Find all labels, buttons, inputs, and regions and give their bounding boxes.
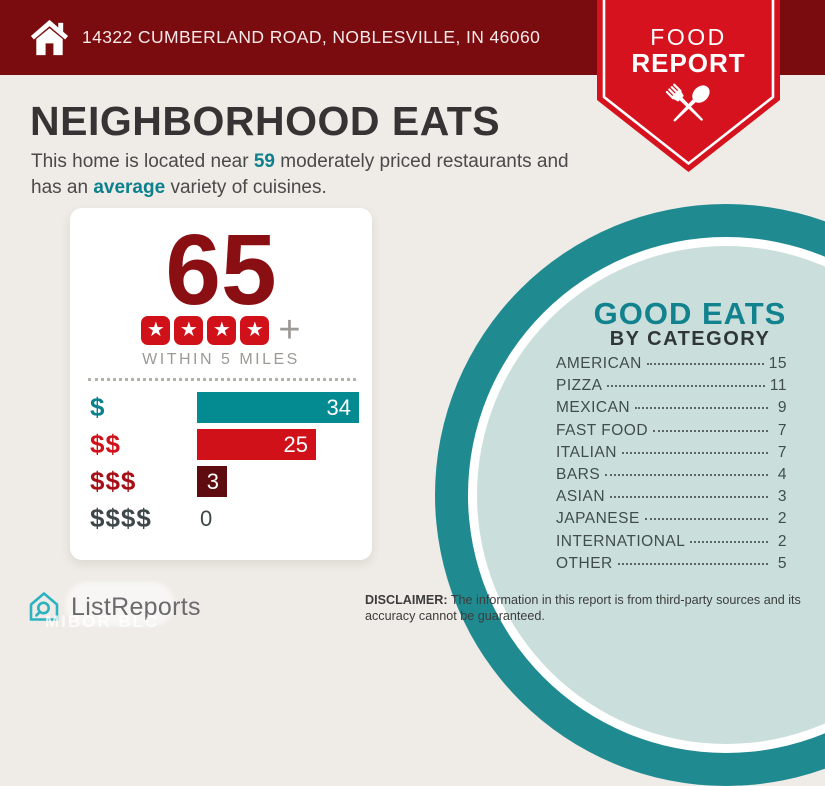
ribbon-title: FOOD REPORT	[597, 25, 780, 77]
restaurant-count-inline: 59	[253, 151, 275, 172]
property-address: 14322 CUMBERLAND ROAD, NOBLESVILLE, IN 4…	[82, 27, 541, 47]
price-bar: 34	[197, 392, 359, 423]
category-value: 15	[768, 355, 787, 372]
intro-text: This home is located near 59 moderately …	[31, 149, 569, 201]
category-row: INTERNATIONAL 2	[556, 533, 787, 555]
category-label: INTERNATIONAL	[556, 532, 686, 550]
intro-line1-pre: This home is located near	[31, 151, 254, 172]
category-row: MEXICAN 9	[556, 399, 787, 421]
listreports-logo: ListReports	[25, 582, 201, 626]
crossed-spoon-fork-icon	[665, 83, 710, 122]
dot-leader	[644, 518, 768, 521]
food-report-ribbon: FOOD REPORT	[597, 0, 780, 178]
category-label: OTHER	[556, 554, 613, 572]
category-value: 2	[777, 510, 787, 528]
price-bar-value: 0	[200, 505, 213, 531]
disclaimer-text: The information in this report is from t…	[365, 593, 801, 623]
category-label: ASIAN	[556, 488, 606, 506]
price-bar: 25	[197, 429, 316, 460]
category-value: 5	[777, 554, 787, 572]
good-eats-subtitle: BY CATEGORY	[609, 328, 771, 350]
price-level-label: $	[90, 392, 106, 422]
category-label: FAST FOOD	[556, 421, 649, 439]
category-row: ITALIAN 7	[556, 444, 787, 466]
price-bar-chart: $34 $$ 25 $$$ 3 $$$$ 0	[90, 392, 359, 540]
disclaimer-label: DISCLAIMER:	[365, 593, 448, 607]
price-row: $$ 25	[90, 429, 359, 460]
intro-line2-post: variety of cuisines.	[165, 177, 327, 198]
price-row: $$$ 3	[90, 466, 359, 497]
good-eats-title: GOOD EATS	[593, 296, 787, 331]
ribbon-line2: REPORT	[631, 48, 746, 78]
intro-line2-pre: has an	[31, 177, 94, 198]
dot-leader	[690, 540, 768, 543]
logo-text: ListReports	[71, 592, 201, 621]
category-row: ASIAN 3	[556, 488, 787, 510]
star-icon: ★	[174, 316, 204, 345]
dot-leader	[610, 496, 768, 499]
stars-row: ★ ★ ★ ★ +	[70, 309, 372, 351]
dot-leader	[635, 407, 768, 410]
page-title: NEIGHBORHOOD EATS	[30, 98, 501, 144]
ribbon-line1: FOOD	[650, 24, 727, 50]
price-bar-value: 3	[206, 468, 219, 494]
dot-leader	[621, 451, 768, 454]
category-label: MEXICAN	[556, 399, 631, 417]
category-label: ITALIAN	[556, 443, 617, 461]
category-label: BARS	[556, 465, 601, 483]
dot-leader	[605, 473, 768, 476]
category-value: 11	[769, 377, 787, 395]
ribbon-shape	[597, 0, 780, 172]
price-bar-value: 25	[283, 431, 308, 457]
price-row: $$$$ 0	[90, 503, 359, 534]
restaurant-count: 65	[165, 214, 277, 326]
price-bar: 3	[197, 466, 227, 497]
price-level-label: $$	[90, 429, 121, 459]
dot-leader	[607, 385, 765, 388]
category-list: AMERICAN 15 PIZZA 11 MEXICAN 9 FAST FOOD 7 ITALI…	[556, 355, 787, 577]
home-icon	[30, 19, 69, 56]
intro-line1-post: moderately priced restaurants and	[274, 151, 569, 172]
category-label: AMERICAN	[556, 355, 642, 372]
price-level-label: $$$	[90, 466, 137, 496]
intro-line2: has an average variety of cuisines.	[31, 175, 569, 201]
dot-leader	[646, 363, 764, 365]
category-value: 7	[777, 421, 787, 439]
variety-highlight: average	[93, 177, 166, 198]
watermark-blob	[65, 582, 175, 626]
price-level-label: $$$$	[90, 503, 152, 533]
category-value: 7	[777, 443, 787, 461]
mls-watermark: MIBOR BLC	[45, 612, 160, 631]
price-bar-value: 34	[326, 394, 351, 420]
plus-sign: +	[278, 309, 301, 351]
disclaimer: DISCLAIMER: The information in this repo…	[365, 592, 813, 624]
category-row: AMERICAN 15	[556, 355, 787, 377]
dot-leader	[653, 429, 768, 432]
restaurant-score-card: 65 ★ ★ ★ ★ + WITHIN 5 MILES $34 $$ 25 $$$ 3 $$$$ 0	[70, 208, 372, 560]
category-row: FAST FOOD 7	[556, 422, 787, 444]
category-row: OTHER 5	[556, 555, 787, 577]
category-label: JAPANESE	[556, 510, 640, 528]
category-row: JAPANESE 2	[556, 510, 787, 532]
category-value: 2	[777, 532, 787, 550]
star-icon: ★	[141, 316, 171, 345]
star-icon: ★	[207, 316, 237, 345]
star-icon: ★	[240, 316, 270, 345]
category-value: 3	[777, 488, 787, 506]
house-magnifier-icon	[29, 592, 59, 621]
category-value: 4	[777, 465, 787, 483]
category-label: PIZZA	[556, 377, 603, 395]
category-row: BARS 4	[556, 466, 787, 488]
price-row: $34	[90, 392, 359, 423]
dot-leader	[617, 562, 768, 565]
category-row: PIZZA 11	[556, 377, 787, 399]
category-value: 9	[777, 399, 787, 417]
radius-label: WITHIN 5 MILES	[142, 351, 300, 368]
dotted-divider	[88, 378, 356, 381]
intro-line1: This home is located near 59 moderately …	[31, 149, 569, 175]
